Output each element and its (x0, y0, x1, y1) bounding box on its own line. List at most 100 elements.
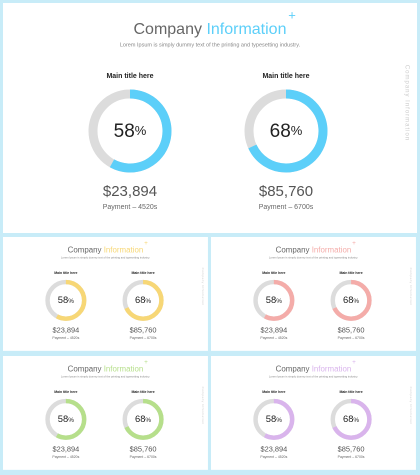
percent-value: 58 (266, 413, 276, 424)
item-title: Main title here (131, 271, 154, 275)
slide-subtitle: Lorem Ipsum is simply dummy text of the … (61, 256, 150, 260)
ring-value (88, 89, 172, 173)
percent-label: 68% (135, 413, 151, 424)
slide-title: Company Information (68, 245, 144, 254)
percent-value: 58 (266, 294, 276, 305)
slide-subtitle: Lorem Ipsum is simply dummy text of the … (120, 42, 301, 48)
amount: $85,760 (338, 326, 365, 335)
percent-value: 68 (135, 413, 145, 424)
side-text: Company Information (409, 268, 413, 306)
slide-subtitle: Lorem Ipsum is simply dummy text of the … (61, 375, 150, 379)
payment: Payment – 4520s (260, 455, 287, 459)
amount: $23,894 (52, 326, 79, 335)
side-text: Company Information (403, 65, 409, 141)
slide-title: Company Information (276, 364, 352, 373)
slide-background (3, 356, 208, 470)
title-accent: Information (104, 245, 144, 254)
plus-icon: + (288, 7, 296, 22)
percent-value: 58 (114, 121, 135, 142)
ring-value (122, 398, 164, 440)
percent-value: 58 (58, 294, 68, 305)
amount: $85,760 (338, 445, 365, 454)
percent-label: 58% (58, 413, 74, 424)
slide-subtitle: Lorem Ipsum is simply dummy text of the … (269, 256, 358, 260)
item-title: Main title here (131, 390, 154, 394)
side-text: Company Information (201, 387, 205, 425)
slide-title: Company Information (276, 245, 352, 254)
slide: Company Information+Lorem Ipsum is simpl… (3, 3, 417, 233)
percent-value: 68 (343, 413, 353, 424)
slide-background (211, 237, 416, 351)
slide-background (3, 3, 417, 233)
percent-label: 68% (343, 294, 359, 305)
payment: Payment – 4520s (52, 336, 79, 340)
item-title: Main title here (339, 271, 362, 275)
percent-unit: % (276, 298, 282, 305)
title-main: Company (276, 245, 310, 254)
percent-unit: % (145, 298, 151, 305)
payment: Payment – 6700s (130, 336, 157, 340)
percent-unit: % (291, 123, 303, 138)
slide-background (211, 356, 416, 470)
amount: $85,760 (130, 326, 157, 335)
amount: $23,894 (103, 183, 157, 200)
percent-value: 68 (343, 294, 353, 305)
percent-unit: % (68, 417, 74, 424)
amount: $23,894 (52, 445, 79, 454)
percent-label: 58% (266, 294, 282, 305)
percent-label: 58% (266, 413, 282, 424)
percent-label: 68% (135, 294, 151, 305)
ring-value (244, 89, 328, 173)
percent-unit: % (353, 298, 359, 305)
item-title: Main title here (262, 73, 309, 80)
item-title: Main title here (106, 73, 153, 80)
percent-label: 68% (270, 121, 303, 142)
title-main: Company (134, 21, 202, 38)
percent-value: 58 (58, 413, 68, 424)
title-main: Company (276, 364, 310, 373)
plus-icon: + (144, 240, 148, 247)
percent-label: 58% (114, 121, 147, 142)
percent-value: 68 (135, 294, 145, 305)
item-title: Main title here (262, 271, 285, 275)
title-accent: Information (312, 245, 352, 254)
slide-title: Company Information (68, 364, 144, 373)
plus-icon: + (352, 240, 356, 247)
slide-subtitle: Lorem Ipsum is simply dummy text of the … (269, 375, 358, 379)
side-text: Company Information (409, 387, 413, 425)
payment: Payment – 6700s (338, 455, 365, 459)
slide: Company Information+ Lorem Ipsum is simpl… (3, 237, 208, 351)
slide: Company Information+Lorem Ipsum is simpl… (211, 237, 416, 351)
slide: Company Information+Lorem Ipsum is simpl… (211, 356, 416, 470)
amount: $23,894 (260, 445, 287, 454)
percent-unit: % (353, 417, 359, 424)
payment: Payment – 4520s (260, 336, 287, 340)
amount: $85,760 (130, 445, 157, 454)
percent-unit: % (145, 417, 151, 424)
title-accent: Information (206, 21, 286, 38)
ring-value (122, 279, 164, 321)
title-accent: Information (312, 364, 352, 373)
item-title: Main title here (262, 390, 285, 394)
item-title: Main title here (339, 390, 362, 394)
plus-icon: + (352, 359, 356, 366)
title-accent: Information (104, 364, 144, 373)
percent-unit: % (135, 123, 147, 138)
percent-label: 68% (343, 413, 359, 424)
amount: $85,760 (259, 183, 313, 200)
percent-label: 58% (58, 294, 74, 305)
percent-unit: % (276, 417, 282, 424)
payment: Payment – 6700s (259, 204, 314, 211)
title-main: Company (68, 364, 102, 373)
payment: Payment – 4520s (52, 455, 79, 459)
plus-icon: + (144, 359, 148, 366)
slide-title: Company Information (134, 21, 287, 38)
slide: Company Information+Lorem Ipsum is simpl… (3, 356, 208, 470)
payment: Payment – 6700s (338, 336, 365, 340)
payment: Payment – 4520s (103, 204, 158, 211)
title-main: Company (68, 245, 102, 254)
amount: $23,894 (260, 326, 287, 335)
item-title: Main title here (54, 390, 77, 394)
percent-value: 68 (270, 121, 291, 142)
percent-unit: % (68, 298, 74, 305)
